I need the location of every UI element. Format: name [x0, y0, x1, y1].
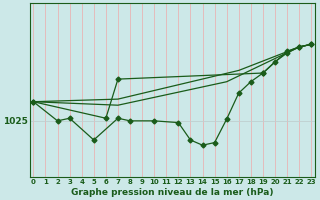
X-axis label: Graphe pression niveau de la mer (hPa): Graphe pression niveau de la mer (hPa)	[71, 188, 274, 197]
